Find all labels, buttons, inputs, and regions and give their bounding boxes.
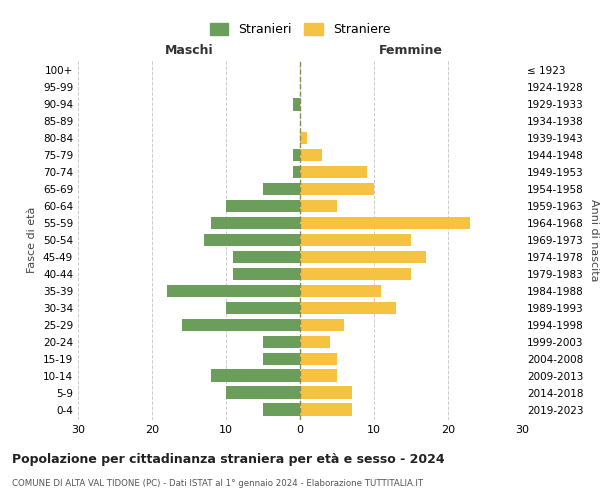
Bar	[300, 148, 322, 162]
Bar	[300, 234, 411, 246]
Bar	[182, 318, 300, 332]
Legend: Stranieri, Straniere: Stranieri, Straniere	[206, 20, 394, 40]
Text: Maschi: Maschi	[164, 44, 214, 58]
Y-axis label: Fasce di età: Fasce di età	[28, 207, 37, 273]
Bar	[300, 250, 426, 264]
Bar	[226, 386, 300, 399]
Bar	[263, 182, 300, 196]
Bar	[204, 234, 300, 246]
Bar	[293, 148, 300, 162]
Bar	[300, 182, 374, 196]
Bar	[226, 302, 300, 314]
Bar	[300, 336, 329, 348]
Text: COMUNE DI ALTA VAL TIDONE (PC) - Dati ISTAT al 1° gennaio 2024 - Elaborazione TU: COMUNE DI ALTA VAL TIDONE (PC) - Dati IS…	[12, 479, 423, 488]
Bar	[211, 370, 300, 382]
Bar	[211, 216, 300, 230]
Bar	[300, 302, 396, 314]
Bar	[263, 336, 300, 348]
Bar	[300, 370, 337, 382]
Bar	[263, 404, 300, 416]
Text: Femmine: Femmine	[379, 44, 443, 58]
Bar	[300, 404, 352, 416]
Bar	[293, 98, 300, 110]
Bar	[300, 132, 307, 144]
Bar	[300, 268, 411, 280]
Bar	[226, 200, 300, 212]
Bar	[263, 352, 300, 365]
Bar	[233, 250, 300, 264]
Bar	[300, 166, 367, 178]
Y-axis label: Anni di nascita: Anni di nascita	[589, 198, 599, 281]
Bar	[300, 386, 352, 399]
Bar	[300, 318, 344, 332]
Text: Popolazione per cittadinanza straniera per età e sesso - 2024: Popolazione per cittadinanza straniera p…	[12, 452, 445, 466]
Bar	[167, 284, 300, 298]
Bar	[233, 268, 300, 280]
Bar	[293, 166, 300, 178]
Bar	[300, 200, 337, 212]
Bar	[300, 352, 337, 365]
Bar	[300, 284, 382, 298]
Bar	[300, 216, 470, 230]
